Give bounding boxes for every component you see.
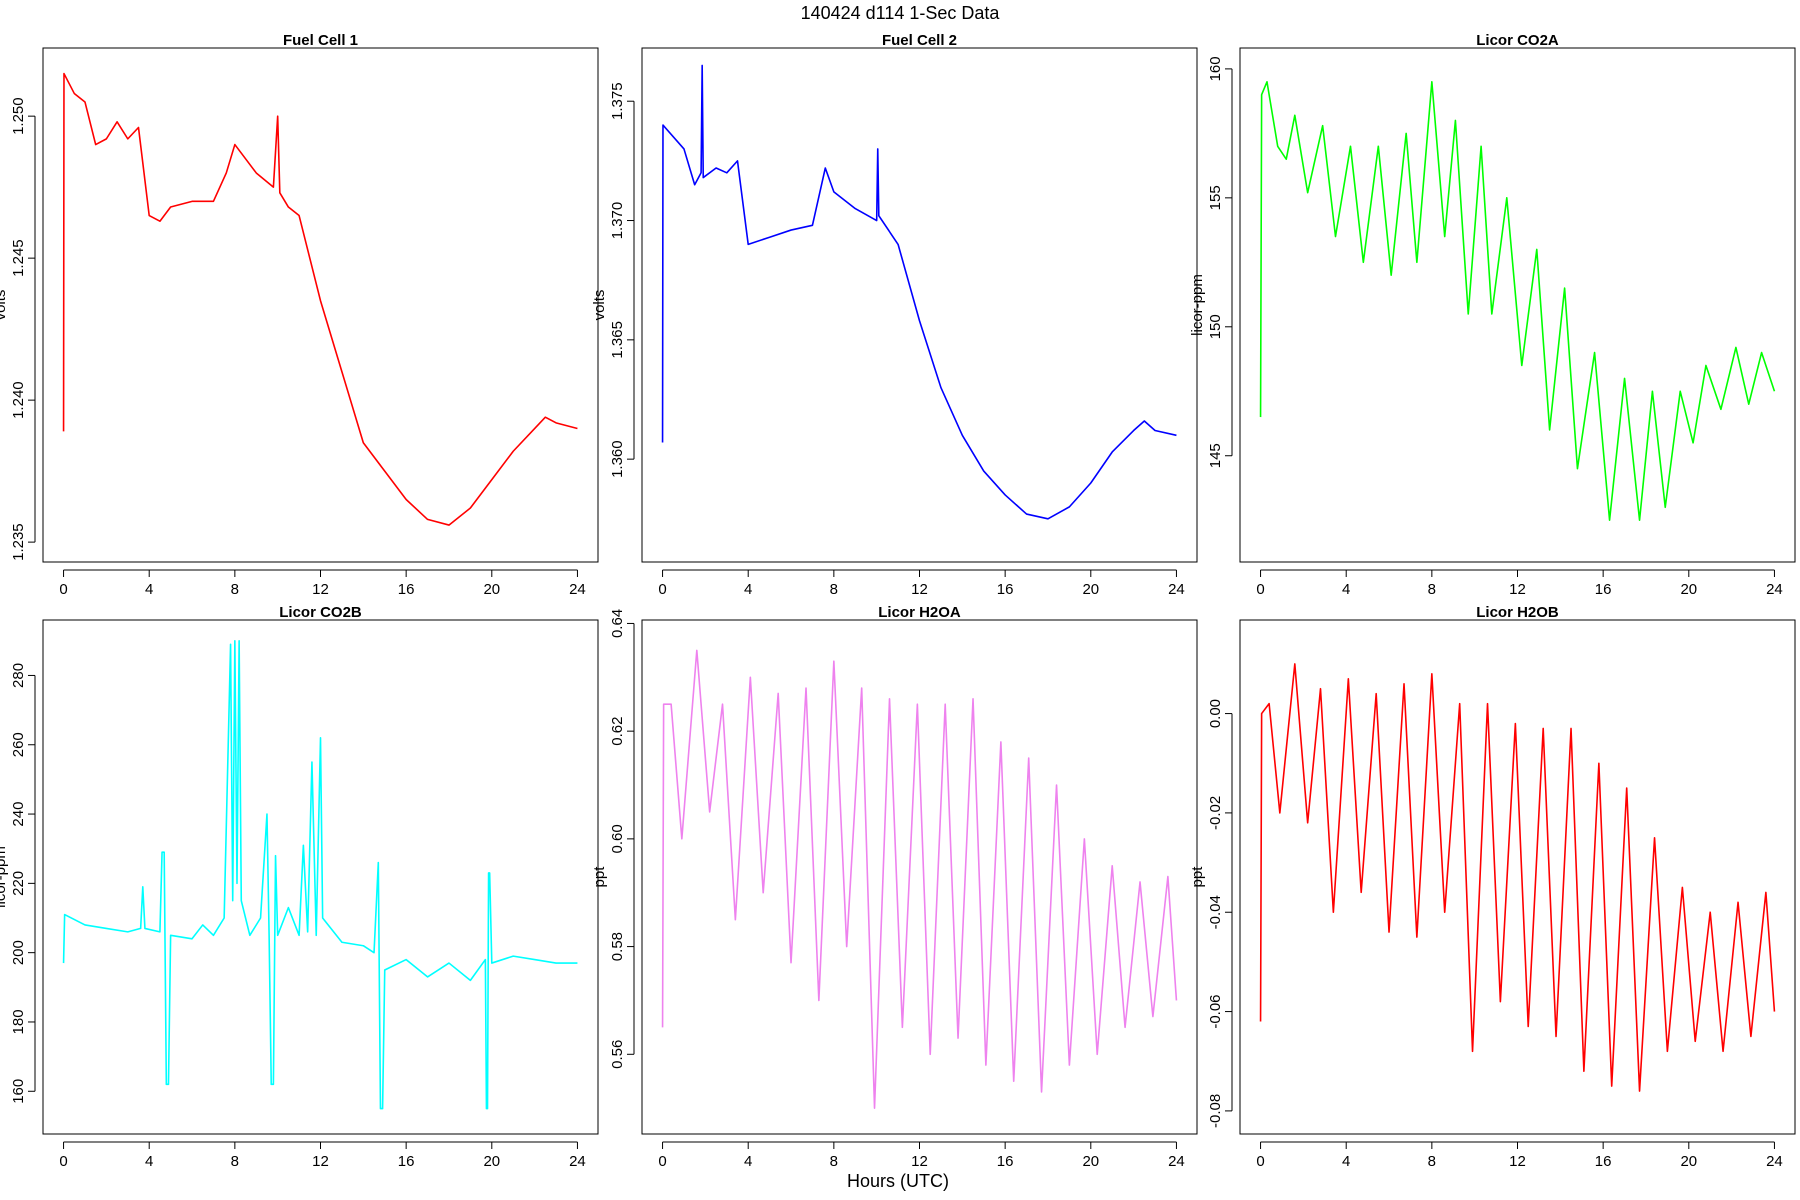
x-tick-label: 12	[312, 581, 329, 598]
y-tick-label: 200	[10, 940, 27, 965]
y-tick-label: 1.370	[609, 202, 626, 240]
plot-frame	[641, 47, 1198, 563]
y-axis-label: volts	[0, 290, 9, 321]
y-axis-label: licor-ppm	[0, 846, 9, 908]
x-tick-label: 16	[997, 581, 1014, 598]
x-tick-label: 8	[231, 581, 239, 598]
y-tick-label: 155	[1207, 185, 1224, 210]
x-tick-label: 24	[1766, 581, 1783, 598]
x-tick-label: 0	[59, 1153, 67, 1170]
x-tick-label: 16	[1595, 1153, 1612, 1170]
panel-title: Fuel Cell 1	[283, 32, 358, 49]
y-tick-label: 260	[10, 732, 27, 757]
x-tick-label: 4	[145, 1153, 153, 1170]
panel-title: Licor H2OA	[878, 604, 961, 621]
x-tick-label: 4	[1342, 581, 1350, 598]
data-line	[1259, 80, 1776, 522]
panel-title: Licor CO2A	[1476, 32, 1559, 49]
x-tick-label: 12	[911, 1153, 928, 1170]
y-tick-label: 0.58	[609, 932, 626, 961]
y-tick-label: 280	[10, 663, 27, 688]
y-tick-label: 1.375	[609, 82, 626, 120]
plot-frame	[42, 47, 599, 563]
y-axis-label: ppt	[591, 866, 608, 888]
x-tick-label: 16	[997, 1153, 1014, 1170]
x-tick-label: 0	[59, 581, 67, 598]
panel-title: Licor CO2B	[279, 604, 362, 621]
x-tick-label: 24	[1766, 1153, 1783, 1170]
x-tick-label: 24	[569, 1153, 586, 1170]
x-tick-label: 4	[744, 581, 752, 598]
x-tick-label: 16	[1595, 581, 1612, 598]
y-tick-label: 1.360	[609, 440, 626, 478]
x-tick-label: 0	[658, 1153, 666, 1170]
y-tick-label: 160	[10, 1079, 27, 1104]
x-tick-label: 12	[911, 581, 928, 598]
y-tick-label: 1.245	[10, 239, 27, 277]
plot-frame	[1239, 47, 1796, 563]
data-line	[661, 64, 1177, 520]
figure-title: 140424 d114 1-Sec Data	[801, 3, 1001, 23]
y-tick-label: 220	[10, 871, 27, 896]
x-tick-label: 12	[1509, 581, 1526, 598]
y-tick-label: -0.06	[1207, 994, 1224, 1028]
y-tick-label: 1.365	[609, 321, 626, 359]
x-tick-label: 12	[312, 1153, 329, 1170]
x-tick-label: 0	[1256, 581, 1264, 598]
data-line	[62, 72, 578, 526]
y-tick-label: 0.64	[609, 609, 626, 638]
x-tick-label: 20	[483, 581, 500, 598]
y-tick-label: 0.56	[609, 1040, 626, 1069]
data-line	[661, 649, 1178, 1109]
x-tick-label: 24	[1168, 581, 1185, 598]
x-tick-label: 4	[1342, 1153, 1350, 1170]
x-tick-label: 8	[830, 1153, 838, 1170]
plot-frame	[42, 619, 599, 1135]
y-tick-label: 1.250	[10, 97, 27, 135]
x-tick-label: 4	[145, 581, 153, 598]
y-tick-label: 145	[1207, 443, 1224, 468]
x-tick-label: 20	[1082, 581, 1099, 598]
y-tick-label: 150	[1207, 314, 1224, 339]
y-tick-label: -0.08	[1207, 1094, 1224, 1128]
plot-frame	[1239, 619, 1796, 1135]
y-tick-label: 160	[1207, 56, 1224, 81]
y-tick-label: -0.02	[1207, 796, 1224, 830]
x-tick-label: 24	[1168, 1153, 1185, 1170]
y-tick-label: 180	[10, 1009, 27, 1034]
x-tick-label: 8	[830, 581, 838, 598]
x-tick-label: 0	[1256, 1153, 1264, 1170]
x-tick-label: 20	[483, 1153, 500, 1170]
panel-title: Licor H2OB	[1476, 604, 1559, 621]
data-line	[1259, 663, 1776, 1092]
y-tick-label: -0.04	[1207, 895, 1224, 929]
y-tick-label: 0.60	[609, 824, 626, 853]
x-tick-label: 20	[1680, 1153, 1697, 1170]
y-tick-label: 1.240	[10, 381, 27, 419]
x-tick-label: 0	[658, 581, 666, 598]
y-tick-label: 1.235	[10, 523, 27, 561]
x-axis-label: Hours (UTC)	[847, 1171, 949, 1191]
x-tick-label: 8	[231, 1153, 239, 1170]
y-axis-label: ppt	[1189, 866, 1206, 888]
panel-title: Fuel Cell 2	[882, 32, 957, 49]
y-axis-label: licor-ppm	[1189, 274, 1206, 336]
x-tick-label: 16	[398, 581, 415, 598]
y-axis-label: volts	[591, 290, 608, 321]
y-tick-label: 0.00	[1207, 699, 1224, 728]
y-tick-label: 0.62	[609, 717, 626, 746]
x-tick-label: 12	[1509, 1153, 1526, 1170]
x-tick-label: 20	[1082, 1153, 1099, 1170]
x-tick-label: 8	[1428, 581, 1436, 598]
y-tick-label: 240	[10, 802, 27, 827]
x-tick-label: 16	[398, 1153, 415, 1170]
x-tick-label: 8	[1428, 1153, 1436, 1170]
x-tick-label: 20	[1680, 581, 1697, 598]
data-line	[62, 639, 578, 1110]
x-tick-label: 24	[569, 581, 586, 598]
plot-frame	[641, 619, 1198, 1135]
x-tick-label: 4	[744, 1153, 752, 1170]
